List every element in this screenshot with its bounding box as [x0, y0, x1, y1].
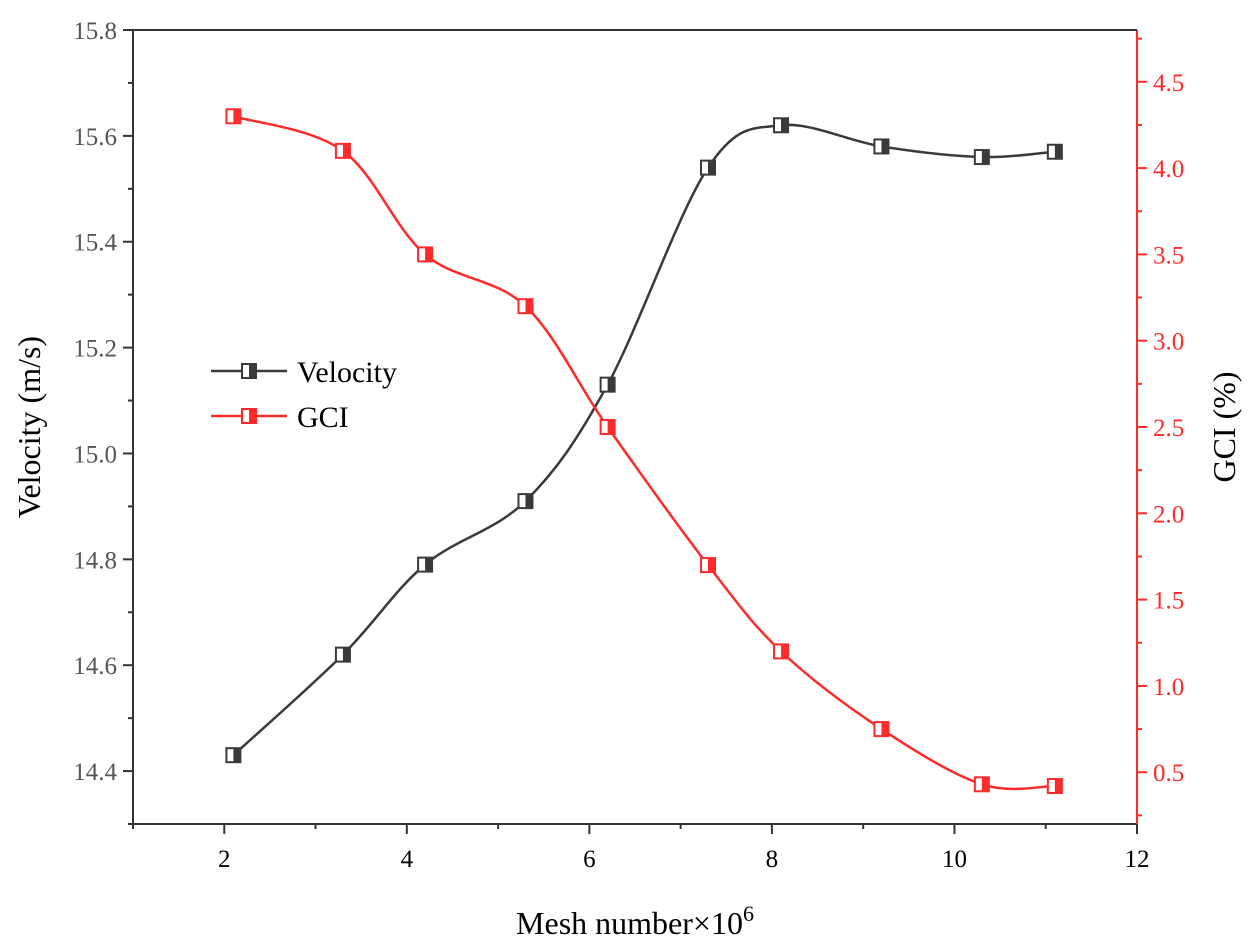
- x-tick-label: 10: [942, 846, 967, 873]
- y-right-tick-label: 0.5: [1153, 760, 1184, 787]
- y-right-tick-label: 4.0: [1153, 156, 1184, 183]
- velocity-data-point: [1046, 143, 1063, 160]
- y-left-tick-label: 15.8: [73, 18, 117, 45]
- velocity-series-line: [232, 123, 1055, 757]
- velocity-legend-label: Velocity: [297, 356, 397, 389]
- y-right-tick-label: 2.5: [1153, 415, 1184, 442]
- y-left-tick-label: 14.4: [73, 759, 117, 786]
- velocity-data-point: [225, 747, 242, 764]
- y-right-tick-label: 3.5: [1153, 242, 1184, 269]
- y-right-tick-label: 1.5: [1153, 588, 1184, 615]
- gci-data-point: [1046, 778, 1063, 795]
- x-axis-title: Mesh number×106: [516, 901, 754, 941]
- y-left-tick-label: 14.8: [73, 547, 117, 574]
- gci-data-point: [517, 298, 534, 315]
- y-right-tick-label: 4.5: [1153, 70, 1184, 97]
- velocity-data-point: [334, 646, 351, 663]
- gci-data-point: [599, 419, 616, 435]
- y-left-tick-label: 15.6: [73, 124, 117, 151]
- y-right-tick-label: 2.0: [1153, 501, 1184, 528]
- velocity-data-point: [599, 376, 616, 393]
- gci-data-point: [700, 557, 717, 574]
- velocity-data-point: [700, 159, 717, 176]
- gci-data-point: [225, 108, 242, 125]
- gci-legend-marker: [241, 408, 257, 424]
- x-tick-label: 8: [766, 846, 779, 873]
- y-right-tick-label: 1.0: [1153, 674, 1184, 701]
- gci-series-line: [233, 115, 1055, 791]
- x-tick-label: 12: [1125, 846, 1150, 873]
- gci-data-point: [773, 643, 790, 660]
- x-tick-label: 4: [401, 846, 414, 873]
- y-right-tick-label: 3.0: [1153, 329, 1184, 356]
- gci-data-point: [873, 721, 890, 738]
- velocity-legend-marker: [241, 363, 257, 379]
- x-tick-label: 6: [583, 846, 596, 873]
- gci-data-point: [417, 246, 434, 263]
- y-left-tick-label: 15.2: [73, 336, 117, 363]
- y-left-tick-label: 15.0: [73, 441, 117, 468]
- velocity-data-point: [973, 149, 990, 166]
- y-left-tick-label: 14.6: [73, 653, 117, 680]
- gci-data-point: [334, 142, 351, 159]
- y-left-tick-label: 15.4: [73, 230, 117, 257]
- y-right-axis-title: GCI (%): [1206, 371, 1242, 482]
- y-left-axis-title: Velocity (m/s): [11, 336, 47, 518]
- velocity-data-point: [517, 493, 534, 510]
- velocity-data-point: [873, 138, 890, 155]
- velocity-data-point: [417, 556, 434, 573]
- gci-data-point: [973, 776, 990, 793]
- x-tick-label: 2: [218, 846, 231, 873]
- velocity-data-point: [773, 117, 790, 134]
- gci-legend-label: GCI: [297, 401, 349, 434]
